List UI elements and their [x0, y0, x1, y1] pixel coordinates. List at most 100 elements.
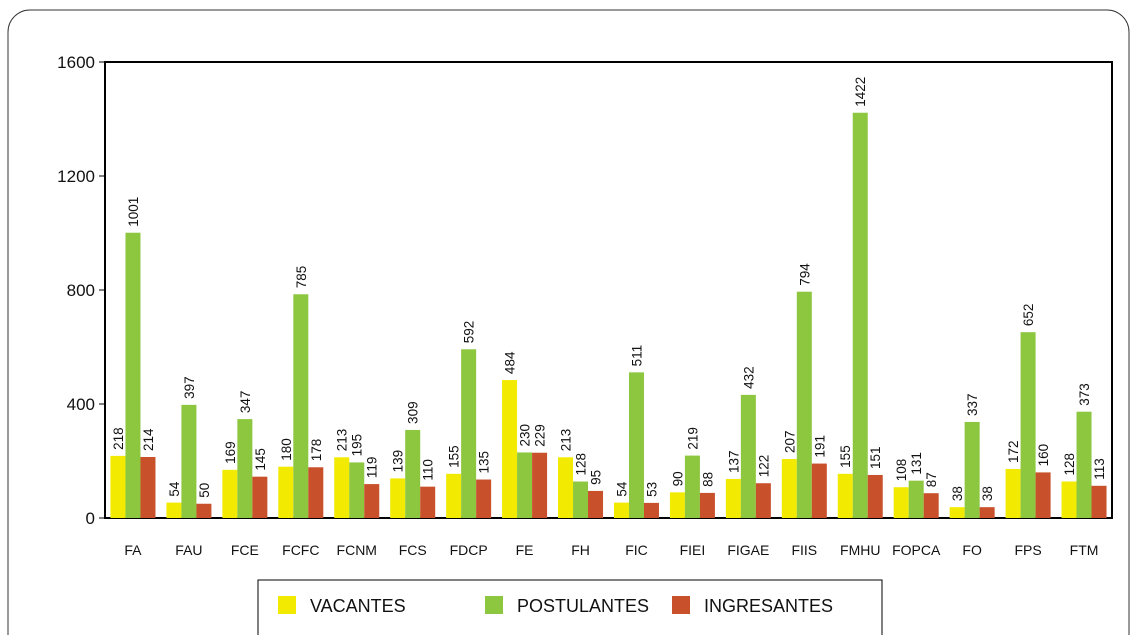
- data-label: 592: [462, 321, 477, 344]
- x-tick-label: FH: [571, 542, 590, 558]
- bar: [852, 112, 868, 518]
- x-tick-label: FCNM: [337, 542, 377, 558]
- x-tick-label: FO: [962, 542, 982, 558]
- x-tick-label: FIGAE: [727, 542, 769, 558]
- bar: [781, 459, 797, 518]
- data-label: 135: [477, 451, 492, 474]
- x-tick-label: FDCP: [450, 542, 488, 558]
- bar: [1035, 472, 1051, 518]
- data-label: 108: [894, 459, 909, 482]
- bar: [502, 380, 518, 518]
- data-label: 214: [141, 428, 156, 451]
- bar: [893, 487, 909, 518]
- bar: [908, 480, 924, 518]
- bar: [699, 492, 715, 518]
- data-label: 113: [1092, 458, 1107, 480]
- data-label: 128: [574, 453, 589, 476]
- data-label: 131: [909, 452, 924, 475]
- x-tick-label: FE: [516, 542, 534, 558]
- x-tick-label: FPS: [1014, 542, 1041, 558]
- bar: [684, 455, 700, 518]
- bar: [349, 462, 365, 518]
- data-label: 122: [756, 455, 771, 478]
- data-label: 50: [197, 483, 212, 498]
- data-label: 160: [1036, 444, 1051, 467]
- data-label: 230: [518, 424, 533, 447]
- bar: [166, 502, 182, 518]
- x-tick-label: FA: [124, 542, 142, 558]
- bar: [949, 507, 965, 518]
- bar: [476, 479, 492, 518]
- bar: [278, 466, 294, 518]
- bar: [237, 419, 253, 518]
- y-tick-label: 400: [67, 395, 95, 414]
- data-label: 337: [965, 393, 980, 416]
- data-label: 373: [1077, 383, 1092, 406]
- data-label: 484: [503, 351, 518, 374]
- bar: [517, 452, 533, 518]
- x-tick-label: FCS: [399, 542, 427, 558]
- data-label: 1001: [126, 197, 141, 227]
- y-tick-label: 800: [67, 281, 95, 300]
- data-label: 794: [797, 263, 812, 286]
- x-tick-label: FCFC: [282, 542, 319, 558]
- bar: [613, 502, 629, 518]
- data-label: 218: [111, 427, 126, 450]
- bar: [796, 291, 812, 518]
- bar: [1020, 332, 1036, 518]
- bar: [725, 478, 741, 518]
- bar: [252, 476, 268, 518]
- bar: [558, 457, 574, 518]
- legend-swatch: [278, 596, 296, 614]
- data-label: 1422: [853, 77, 868, 107]
- bar: [390, 478, 406, 518]
- data-label: 191: [812, 435, 827, 458]
- bar: [643, 502, 659, 518]
- data-label: 151: [868, 446, 883, 469]
- bar: [628, 372, 644, 518]
- data-label: 54: [167, 481, 182, 497]
- data-label: 213: [335, 429, 350, 452]
- bar: [308, 467, 324, 518]
- legend-swatch: [485, 596, 503, 614]
- data-label: 90: [670, 471, 685, 486]
- data-label: 432: [741, 366, 756, 389]
- x-tick-label: FIEI: [680, 542, 706, 558]
- bar: [446, 473, 462, 518]
- legend-swatch: [672, 596, 690, 614]
- data-label: 785: [294, 266, 309, 289]
- bar: [669, 492, 685, 518]
- data-label: 155: [447, 445, 462, 468]
- bar: [334, 457, 350, 518]
- bar: [923, 493, 939, 518]
- data-label: 229: [533, 424, 548, 447]
- bar: [979, 507, 995, 518]
- bar: [461, 349, 477, 518]
- bar: [964, 421, 980, 518]
- x-tick-label: FCE: [231, 542, 259, 558]
- data-label: 128: [1062, 453, 1077, 476]
- bar: [755, 483, 771, 518]
- bar: [405, 429, 421, 518]
- x-tick-label: FIC: [625, 542, 648, 558]
- bar: [740, 394, 756, 518]
- bar: [588, 490, 604, 518]
- data-label: 347: [238, 391, 253, 414]
- data-label: 110: [421, 459, 436, 481]
- x-tick-label: FMHU: [840, 542, 880, 558]
- legend-box: [257, 579, 883, 640]
- legend-label: VACANTES: [310, 596, 406, 616]
- data-label: 145: [253, 448, 268, 471]
- bar: [532, 452, 548, 518]
- bar: [364, 484, 380, 518]
- data-label: 172: [1006, 440, 1021, 463]
- data-label: 180: [279, 438, 294, 461]
- data-label: 155: [838, 445, 853, 468]
- data-label: 38: [980, 486, 995, 501]
- data-label: 137: [726, 450, 741, 473]
- data-label: 88: [700, 472, 715, 487]
- data-label: 219: [685, 427, 700, 450]
- bar: [1091, 485, 1107, 518]
- data-label: 511: [629, 345, 644, 367]
- data-label: 169: [223, 441, 238, 464]
